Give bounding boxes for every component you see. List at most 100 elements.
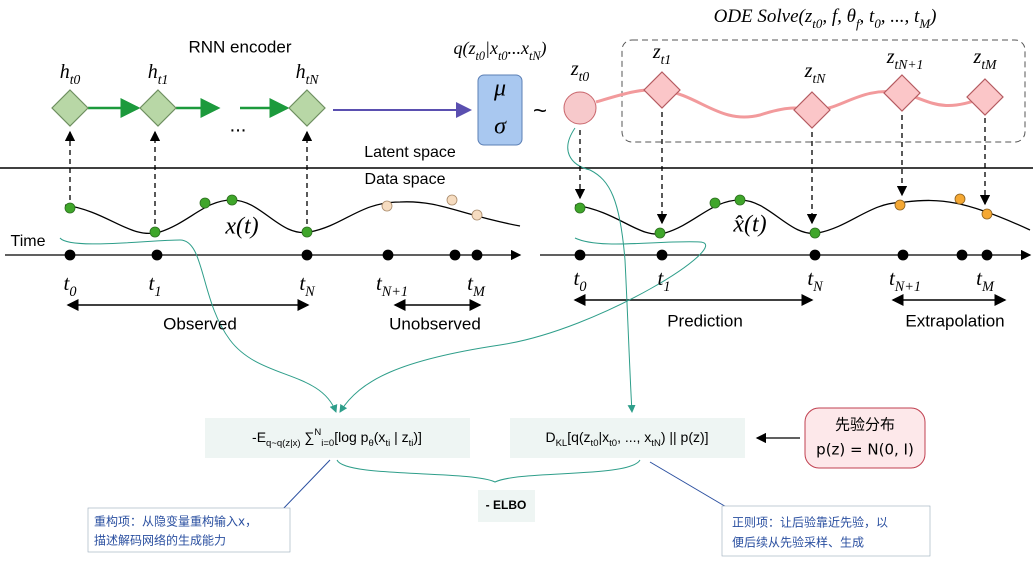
- note-line: [281, 459, 331, 511]
- point: [656, 249, 668, 261]
- note-box: [721, 505, 931, 557]
- label: ...: [230, 114, 247, 136]
- point: [301, 226, 313, 238]
- label-part: t1: [661, 52, 672, 67]
- label-part: q~q(z|x): [266, 438, 300, 449]
- elbo-brace: [336, 459, 641, 483]
- point: [897, 249, 909, 261]
- label-part: f: [856, 16, 862, 31]
- label: - ELBO: [486, 498, 527, 512]
- label-part: N: [304, 284, 316, 300]
- time-tick-label: tN+1: [889, 266, 921, 295]
- label-part: [q(z: [567, 429, 590, 445]
- label-part: |x: [598, 429, 609, 445]
- range-label: Observed: [163, 314, 237, 333]
- label-part: KL: [556, 438, 568, 449]
- label-part: ) || p(z)]: [661, 429, 709, 445]
- label-part: tN: [306, 72, 320, 87]
- math-label: DKL[q(zt0|xt0, ..., xtN) || p(z)]: [545, 429, 708, 449]
- label-part: , ..., x: [617, 429, 651, 445]
- label: x(t): [224, 214, 258, 240]
- label-part: N+1: [381, 284, 408, 300]
- time-tick-label: t0: [64, 271, 77, 300]
- time-tick-label: t0: [574, 266, 587, 295]
- label: μ: [493, 76, 506, 102]
- label-part: D: [545, 429, 555, 445]
- label-part: ti: [385, 438, 390, 449]
- label-part: )]: [413, 429, 422, 445]
- prior-box: [804, 407, 926, 469]
- label: ~: [533, 97, 547, 124]
- label-part: t: [889, 266, 896, 290]
- label-part: t0: [609, 438, 617, 449]
- point: [981, 249, 993, 261]
- math-label: zt0: [570, 58, 590, 84]
- label-part: ∑: [301, 429, 315, 445]
- label-part: θ: [368, 438, 373, 449]
- label-part: t1: [158, 72, 169, 87]
- label-part: tN: [651, 438, 661, 449]
- time-tick-label: tN+1: [376, 271, 408, 300]
- label-part: (x: [374, 429, 386, 445]
- point: [809, 227, 821, 239]
- point: [199, 197, 211, 209]
- latent-node: [643, 71, 681, 109]
- label-part: | z: [390, 429, 408, 445]
- time-tick-label: tM: [976, 266, 995, 295]
- latent-node: [883, 74, 921, 112]
- point: [574, 202, 586, 214]
- label-part: t0: [475, 49, 485, 63]
- ode-box: [621, 39, 1026, 143]
- label-part: tN+1: [894, 57, 923, 72]
- math-label: ODE Solve(zt0, f, θf, t0, ..., tM): [714, 6, 937, 31]
- label: 描述解码网络的生成能力: [94, 533, 226, 548]
- label-part: ): [929, 6, 936, 27]
- label-part: N+1: [894, 279, 921, 295]
- range-label: Prediction: [667, 311, 743, 330]
- reconstruction-box: [205, 418, 470, 458]
- math-label: ztM: [973, 46, 998, 72]
- point: [151, 249, 163, 261]
- point: [64, 249, 76, 261]
- range-label: Extrapolation: [905, 311, 1004, 330]
- label: Data space: [365, 171, 446, 188]
- math-label: ztN+1: [886, 46, 924, 72]
- point: [64, 202, 76, 214]
- note-box: [87, 507, 291, 553]
- label: x̂(t): [732, 212, 766, 238]
- label: σ: [494, 114, 507, 140]
- point: [226, 194, 238, 206]
- point: [301, 249, 313, 261]
- label-part: tM: [981, 57, 997, 72]
- latent-node: [966, 78, 1004, 116]
- label: RNN encoder: [189, 37, 292, 56]
- label-part: t: [658, 266, 665, 290]
- label-part: , ..., t: [881, 6, 920, 27]
- label-part: t: [467, 271, 474, 295]
- label-part: h: [296, 61, 306, 83]
- point: [654, 227, 666, 239]
- point: [954, 193, 966, 205]
- label-part: tN: [812, 71, 826, 86]
- label-part: t: [299, 271, 306, 295]
- label-part: N: [314, 427, 321, 438]
- label: 便后续从先验采样、生成: [732, 535, 864, 550]
- label-part: tN: [529, 49, 541, 63]
- label-part: t: [574, 266, 581, 290]
- note-line: [649, 461, 729, 509]
- label-part: i=0: [321, 438, 334, 449]
- range-label: Unobserved: [389, 314, 481, 333]
- label-part: M: [981, 279, 995, 295]
- point: [471, 209, 483, 221]
- math-label: ztN: [804, 60, 827, 86]
- label-part: q(z: [453, 38, 475, 59]
- label-part: z: [652, 41, 661, 63]
- label-part: z: [804, 6, 813, 27]
- label: p(z) = N(0, I): [816, 441, 914, 459]
- label-part: t0: [812, 16, 823, 31]
- label: Time: [11, 233, 46, 250]
- label-part: M: [472, 284, 486, 300]
- point: [381, 200, 393, 212]
- time-tick-label: t1: [658, 266, 671, 295]
- label-part: 1: [154, 284, 161, 300]
